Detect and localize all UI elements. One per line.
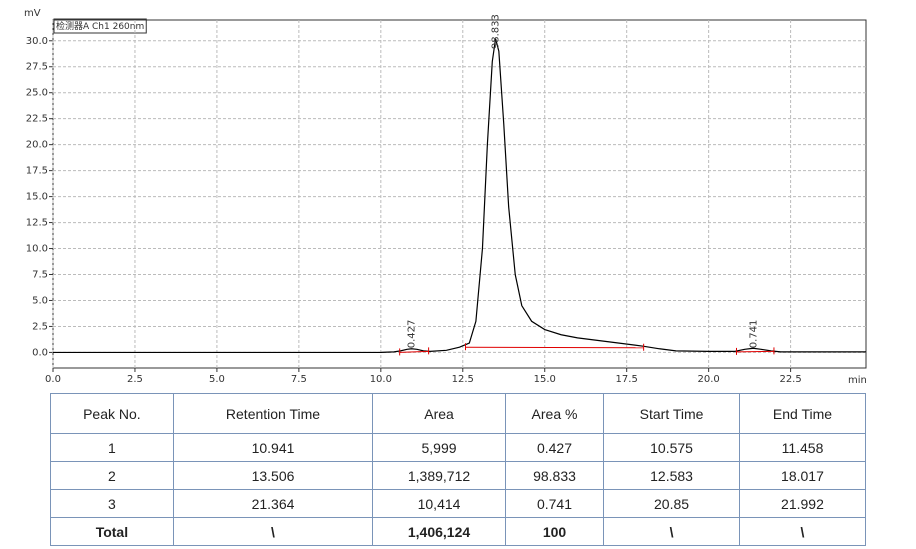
peak-baseline (736, 350, 774, 353)
x-tick-label: 12.5 (452, 374, 474, 385)
table-cell: 12.583 (603, 461, 740, 490)
table-cell: 5,999 (372, 433, 506, 462)
y-axis-label: mV (24, 8, 41, 19)
table-cell: Retention Time (172, 393, 374, 434)
table-cell: Area % (504, 393, 605, 434)
table-cell: End Time (738, 393, 867, 434)
x-tick-label: 2.5 (127, 374, 143, 385)
legend-box (53, 18, 147, 34)
x-axis-label: min (848, 375, 867, 386)
table-cell: 18.017 (738, 461, 867, 490)
peak-table: Peak No. Retention Time Area Area % Start Ti… (50, 393, 867, 546)
table-cell: Start Time (603, 393, 740, 434)
table-row: 1 10.941 5,999 0.427 10.575 11.458 (50, 433, 867, 462)
y-tick-label: 15.0 (26, 192, 48, 203)
table-cell: 13.506 (172, 461, 374, 490)
y-tick-label: 30.0 (26, 36, 48, 47)
table-cell: 10,414 (372, 489, 506, 518)
peak-label: 98.833 (491, 14, 502, 49)
peak-baseline (399, 350, 429, 353)
table-cell: 100 (504, 517, 605, 546)
table-cell: 10.941 (172, 433, 374, 462)
table-cell: Total (50, 517, 174, 546)
table-cell: 0.741 (504, 489, 605, 518)
table-cell: 3 (50, 489, 174, 518)
x-tick-label: 5.0 (209, 374, 225, 385)
table-cell: 0.427 (504, 433, 605, 462)
peak-label: 0.741 (748, 320, 759, 349)
table-cell: 1,406,124 (372, 517, 506, 546)
x-tick-label: 15.0 (534, 374, 556, 385)
y-tick-label: 7.5 (32, 270, 48, 281)
table-cell: 20.85 (603, 489, 740, 518)
x-tick-label: 17.5 (616, 374, 638, 385)
table-cell: Area (372, 393, 506, 434)
table-cell: 1,389,712 (372, 461, 506, 490)
y-tick-label: 22.5 (26, 114, 48, 125)
table-cell: 10.575 (603, 433, 740, 462)
peak-baseline (465, 346, 644, 349)
x-tick-label: 10.0 (370, 374, 392, 385)
table-row: Peak No. Retention Time Area Area % Start Ti… (50, 393, 867, 434)
table-row: Total \ 1,406,124 100 \ \ (50, 517, 867, 546)
table-cell: 21.364 (172, 489, 374, 518)
x-tick-label: 22.5 (779, 374, 801, 385)
y-tick-label: 10.0 (26, 244, 48, 255)
table-cell: \ (603, 517, 740, 546)
y-tick-label: 0.0 (32, 347, 48, 358)
y-tick-label: 2.5 (32, 321, 48, 332)
table-cell: 11.458 (738, 433, 867, 462)
y-tick-label: 20.0 (26, 140, 48, 151)
table-row: 2 13.506 1,389,712 98.833 12.583 18.017 (50, 461, 867, 490)
chart: mV min 检测器A Ch1 260nm 0.0 2.5 5.0 7.5 10.0 12.… (24, 8, 867, 386)
chromatogram-line (53, 38, 866, 354)
peak-label: 0.427 (407, 320, 418, 349)
table-cell: 1 (50, 433, 174, 462)
x-tick-label: 0.0 (45, 374, 61, 385)
y-tick-label: 17.5 (26, 166, 48, 177)
y-tick-label: 5.0 (32, 295, 48, 306)
table-cell: \ (738, 517, 867, 546)
plot-frame (52, 19, 867, 369)
x-tick-label: 20.0 (698, 374, 720, 385)
table-cell: 2 (50, 461, 174, 490)
table-row: 3 21.364 10,414 0.741 20.85 21.992 (50, 489, 867, 518)
table-cell: 21.992 (738, 489, 867, 518)
table-cell: \ (172, 517, 374, 546)
x-tick-label: 7.5 (291, 374, 307, 385)
legend-label: 检测器A Ch1 260nm (56, 20, 144, 32)
y-tick-label: 25.0 (26, 88, 48, 99)
table-cell: Peak No. (50, 393, 174, 434)
table-cell: 98.833 (504, 461, 605, 490)
y-tick-label: 12.5 (26, 218, 48, 229)
y-tick-label: 27.5 (26, 62, 48, 73)
